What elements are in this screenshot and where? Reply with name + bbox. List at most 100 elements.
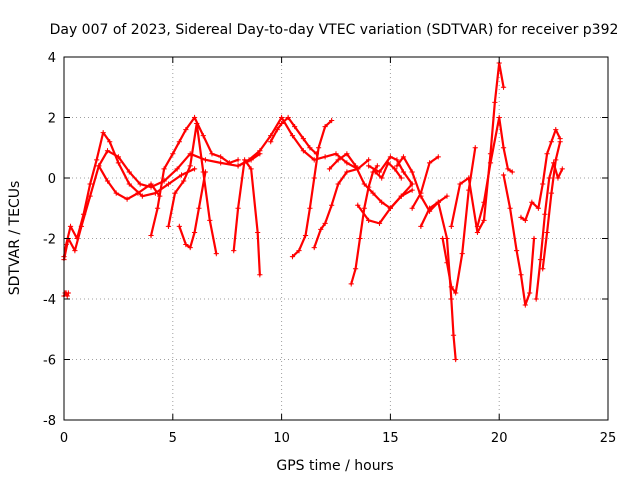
- data-point: [311, 244, 317, 251]
- series-arc-16: [366, 154, 415, 187]
- data-point: [426, 205, 433, 211]
- x-tick-label: 10: [273, 431, 290, 446]
- data-point: [65, 290, 71, 296]
- data-point: [509, 169, 515, 175]
- series-trace: [411, 155, 440, 210]
- data-point: [329, 202, 335, 208]
- y-tick-label: -2: [43, 233, 56, 248]
- data-point: [533, 296, 539, 302]
- data-point: [78, 223, 85, 229]
- series-arc-11: [289, 117, 335, 260]
- data-point: [126, 169, 132, 175]
- data-point: [104, 178, 111, 184]
- data-point: [348, 281, 354, 287]
- data-point: [361, 181, 367, 187]
- data-point: [165, 223, 172, 229]
- data-point: [285, 114, 291, 121]
- series-arc-27: [540, 139, 563, 272]
- y-tick-label: -6: [43, 354, 56, 369]
- data-point: [165, 181, 172, 187]
- data-point: [96, 163, 102, 169]
- data-point: [296, 248, 302, 254]
- data-point: [115, 154, 121, 160]
- data-point: [366, 217, 372, 223]
- data-point: [200, 133, 206, 139]
- series-arc-3: [61, 290, 71, 299]
- data-point: [300, 148, 306, 154]
- data-point: [370, 190, 376, 196]
- x-tick-label: 25: [600, 431, 617, 446]
- data-point: [546, 175, 552, 181]
- data-point: [379, 175, 385, 181]
- data-point: [183, 127, 189, 133]
- data-point: [87, 193, 93, 199]
- data-point: [474, 229, 481, 236]
- x-axis-label: GPS time / hours: [276, 458, 393, 474]
- data-point: [374, 163, 380, 169]
- data-point: [361, 205, 367, 211]
- data-point: [400, 154, 407, 160]
- data-point: [409, 169, 415, 175]
- data-point: [344, 169, 350, 175]
- x-tick-label: 20: [491, 431, 508, 446]
- plot-frame: [63, 56, 609, 421]
- data-point: [322, 123, 328, 130]
- data-point: [213, 251, 219, 257]
- data-point: [444, 260, 450, 266]
- data-point: [448, 223, 454, 229]
- data-point: [139, 193, 145, 199]
- series-arc-7: [176, 169, 209, 251]
- y-axis-label: SDTVAR / TECUs: [7, 181, 23, 296]
- data-point: [481, 217, 487, 223]
- data-point: [154, 205, 161, 211]
- data-point: [279, 120, 285, 127]
- data-point: [426, 160, 433, 166]
- series-arc-19: [409, 154, 441, 211]
- series-trace: [269, 116, 318, 155]
- data-point: [394, 163, 400, 169]
- data-point: [376, 220, 383, 226]
- data-point: [231, 248, 237, 254]
- data-point: [529, 199, 535, 205]
- data-point: [87, 181, 93, 187]
- data-point: [372, 169, 378, 175]
- data-point: [481, 199, 487, 205]
- series-arc-8: [231, 157, 263, 278]
- series-trace: [291, 119, 333, 258]
- data-point: [174, 166, 180, 172]
- data-point: [148, 181, 154, 187]
- data-point: [440, 235, 446, 242]
- y-tick-label: 2: [48, 112, 56, 127]
- series-group: [61, 60, 565, 363]
- data-point: [376, 169, 383, 175]
- data-point: [418, 190, 424, 196]
- data-point: [187, 244, 193, 251]
- data-point: [218, 154, 224, 160]
- data-point: [366, 163, 372, 169]
- data-point: [172, 190, 178, 196]
- data-point: [148, 232, 154, 239]
- data-point: [459, 251, 465, 257]
- data-point: [366, 184, 372, 190]
- data-point: [535, 205, 541, 211]
- data-point: [191, 166, 198, 172]
- data-point: [394, 157, 400, 163]
- data-point: [522, 217, 528, 223]
- data-point: [352, 163, 359, 169]
- data-point: [400, 169, 407, 175]
- data-point: [126, 181, 132, 187]
- data-point: [474, 223, 481, 229]
- data-point: [500, 84, 507, 90]
- data-point: [448, 284, 454, 290]
- data-point: [352, 266, 359, 272]
- series-arc-17: [372, 160, 404, 181]
- series-trace: [178, 170, 207, 249]
- data-point: [333, 151, 339, 157]
- data-point: [505, 166, 511, 172]
- data-point: [246, 157, 252, 163]
- data-point: [344, 151, 350, 157]
- data-point: [398, 175, 404, 181]
- data-point: [472, 145, 478, 151]
- data-point: [302, 232, 309, 239]
